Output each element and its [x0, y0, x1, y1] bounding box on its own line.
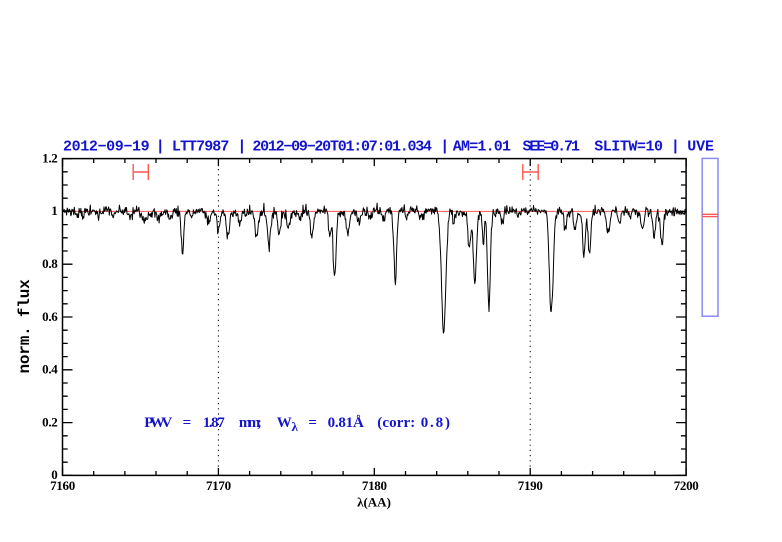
svg-text:7170: 7170 — [206, 478, 231, 493]
svg-text:7160: 7160 — [50, 478, 75, 493]
svg-text:1.2: 1.2 — [42, 150, 57, 165]
svg-text:7190: 7190 — [518, 478, 543, 493]
svg-text:0.6: 0.6 — [42, 309, 58, 324]
svg-text:7200: 7200 — [674, 478, 699, 493]
svg-text:0: 0 — [51, 467, 57, 482]
svg-text:1: 1 — [51, 203, 57, 218]
svg-text:0.8: 0.8 — [42, 256, 58, 271]
svg-text:λ(AA): λ(AA) — [357, 495, 391, 510]
svg-text:norm. flux: norm. flux — [16, 279, 34, 374]
svg-text:7180: 7180 — [362, 478, 387, 493]
svg-text:0.4: 0.4 — [42, 362, 58, 377]
svg-text:0.2: 0.2 — [42, 414, 57, 429]
svg-text:2012−09−19|LTT7987|2012−09−20T: 2012−09−19 | LTT7987 | 2012−09−20T01:07:01.0… — [63, 139, 714, 156]
